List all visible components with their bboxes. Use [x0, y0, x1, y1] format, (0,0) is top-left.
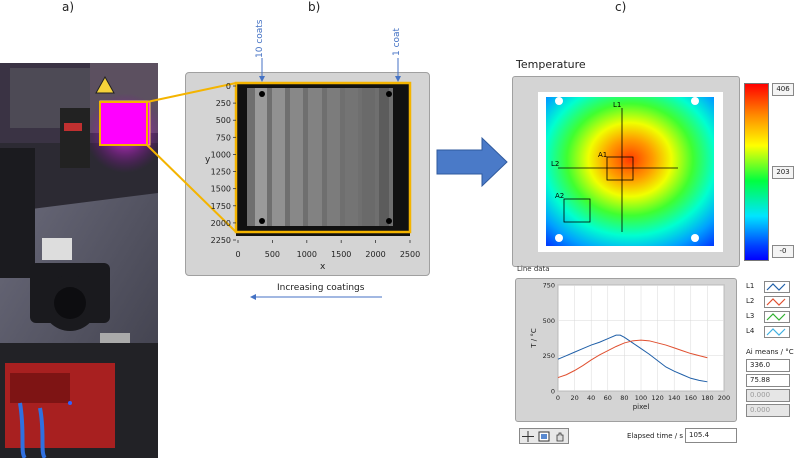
photo-highlight-box [99, 101, 148, 146]
x-tick-label: 0 [556, 394, 560, 402]
series-line-l2 [557, 339, 708, 379]
zoom-icon[interactable] [538, 431, 550, 442]
legend-swatch[interactable] [764, 281, 790, 293]
roi-a1[interactable] [606, 156, 634, 181]
ai-means-label: Ai means / °C [746, 348, 794, 356]
scale-max-value[interactable]: 406 [772, 83, 794, 96]
y-tick-label: 0 [551, 388, 555, 396]
graph-palette-toolbar [519, 428, 569, 444]
y-tick-label: 1500 [211, 185, 231, 194]
color-scale-bar [744, 83, 769, 261]
legend-label: L4 [746, 327, 755, 335]
mean-a3-value: 0.000 [746, 389, 790, 402]
lab-setup-photo [0, 63, 158, 458]
y-tick-label: 500 [216, 116, 231, 125]
panel-b-label: b) [308, 0, 321, 14]
legend-label: L2 [746, 297, 755, 305]
pan-hand-icon[interactable] [554, 431, 566, 442]
increasing-coatings-label: Increasing coatings [277, 283, 365, 293]
x-tick-label: 160 [685, 394, 697, 402]
line-legend: L1 L2 L3 L4 [742, 280, 794, 342]
x-tick-label: 120 [651, 394, 663, 402]
panel-b-xlabel: x [320, 262, 326, 272]
scale-mid-value[interactable]: 203 [772, 166, 794, 179]
legend-label: L3 [746, 312, 755, 320]
legend-swatch[interactable] [764, 296, 790, 308]
y-tick-label: 0 [226, 82, 231, 91]
y-tick-label: 2250 [211, 236, 231, 245]
scale-min-value[interactable]: -0 [772, 245, 794, 258]
elapsed-time-value: 105.4 [685, 428, 737, 443]
thermal-map [546, 97, 714, 246]
legend-label: L1 [746, 282, 755, 290]
legend-item-l3[interactable]: L3 [742, 310, 792, 324]
x-tick-label: 2500 [400, 250, 420, 259]
y-tick-label: 1000 [211, 150, 231, 159]
label-a1: A1 [598, 151, 607, 159]
x-tick-label: 0 [235, 250, 240, 259]
x-tick-label: 20 [570, 394, 578, 402]
crosshair-icon[interactable] [522, 430, 534, 442]
x-tick-label: 140 [668, 394, 680, 402]
arrow-right-icon [436, 136, 508, 188]
coating-stripes [255, 88, 389, 226]
legend-item-l2[interactable]: L2 [742, 295, 792, 309]
series-line-l1 [557, 334, 708, 383]
elapsed-time-label: Elapsed time / s [627, 432, 683, 440]
x-tick-label: 1000 [297, 250, 317, 259]
temperature-title: Temperature [516, 58, 586, 71]
x-tick-label: 100 [635, 394, 647, 402]
roi-a2[interactable] [563, 198, 591, 223]
label-l2: L2 [551, 160, 559, 168]
y-tick-label: 2000 [211, 219, 231, 228]
y-tick-label: 250 [543, 352, 555, 360]
chart-xlabel: pixel [633, 403, 650, 411]
arrow-left-icon [250, 294, 256, 300]
x-tick-label: 40 [587, 394, 595, 402]
mean-a4-value: 0.000 [746, 404, 790, 417]
x-tick-label: 80 [620, 394, 628, 402]
x-tick-label: 2000 [365, 250, 385, 259]
legend-item-l1[interactable]: L1 [742, 280, 792, 294]
zoom-line-bottom [146, 144, 237, 233]
mean-a1-value: 336.0 [746, 359, 790, 372]
chart-ylabel: T / °C [530, 328, 538, 349]
x-tick-label: 1500 [331, 250, 351, 259]
legend-item-l4[interactable]: L4 [742, 325, 792, 339]
mean-a2-value: 75.88 [746, 374, 790, 387]
x-tick-label: 500 [265, 250, 280, 259]
x-tick-label: 200 [718, 394, 730, 402]
legend-swatch[interactable] [764, 326, 790, 338]
panel-c-label: c) [615, 0, 627, 14]
panel-a-label: a) [62, 0, 75, 14]
y-tick-label: 750 [216, 133, 231, 142]
y-tick-label: 500 [543, 317, 555, 325]
y-tick-label: 1250 [211, 168, 231, 177]
label-l1: L1 [613, 101, 621, 109]
y-tick-label: 1750 [211, 202, 231, 211]
y-tick-label: 750 [543, 282, 555, 290]
line-data-label: Line data [517, 265, 550, 273]
arrow-down-icon [259, 76, 265, 82]
panel-b-y-ticks: 0 250 500 750 1000 1250 1500 1750 2000 2250 [211, 82, 236, 245]
panel-b-x-ticks: 0 500 1000 1500 2000 2500 [235, 240, 420, 259]
y-tick-label: 250 [216, 99, 231, 108]
arrow-down-icon [395, 76, 401, 82]
highlight-frame [234, 81, 412, 234]
panel-b-ylabel: y [205, 155, 211, 165]
legend-swatch[interactable] [764, 311, 790, 323]
x-tick-label: 60 [604, 394, 612, 402]
label-a2: A2 [555, 192, 564, 200]
x-tick-label: 180 [701, 394, 713, 402]
zoom-line-top [146, 82, 237, 103]
